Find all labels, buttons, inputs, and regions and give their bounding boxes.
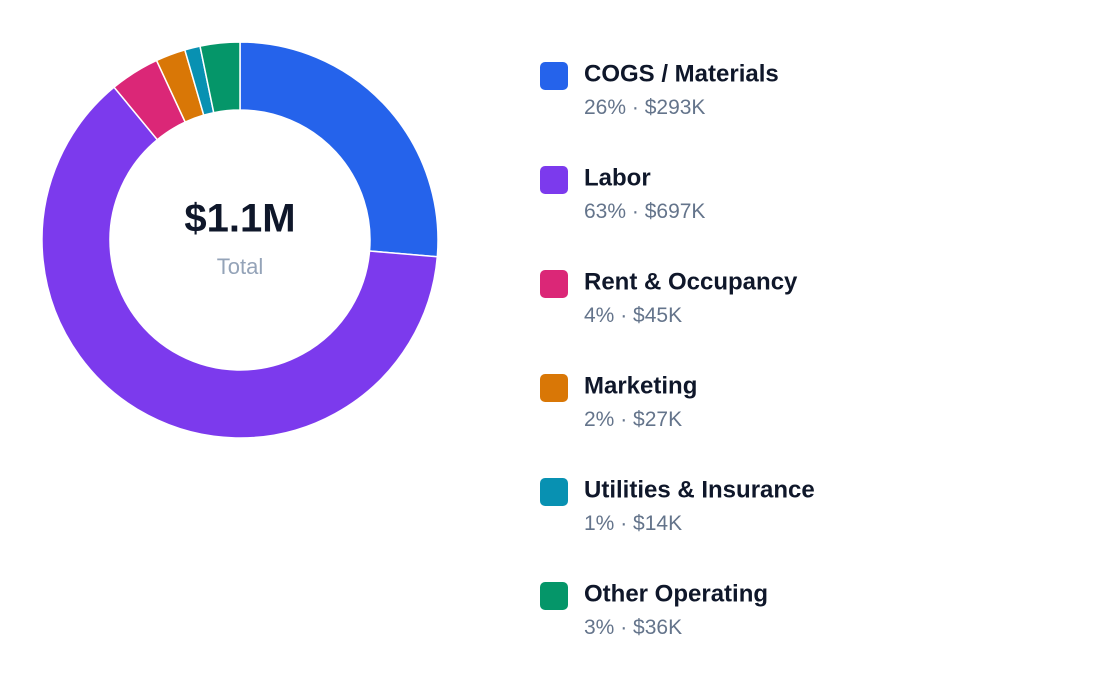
total-caption: Total [217,254,263,279]
separator: · [620,408,627,431]
donut-segment [41,86,439,439]
legend-swatch [540,62,568,90]
separator: · [620,616,627,639]
donut [41,41,439,439]
legend-label: COGS / Materials [584,60,779,87]
donut-segment [199,41,241,114]
legend-label: Utilities & Insurance [584,476,815,503]
legend-item: Rent & Occupancy 4% · $45K [540,268,798,327]
percent: 2% [584,408,614,431]
legend-item: Labor 63% · $697K [540,164,705,223]
legend-detail: 4% · $45K [584,304,682,327]
legend-label: Labor [584,164,651,191]
legend-detail: 1% · $14K [584,512,682,535]
amount: $697K [645,200,706,223]
total-value: $1.1M [184,197,295,241]
percent: 1% [584,512,614,535]
legend: COGS / Materials 26% · $293K Labor 63% · $6… [540,60,815,639]
amount: $14K [633,512,682,535]
percent: 26% [584,96,626,119]
legend-detail: 26% · $293K [584,96,705,119]
amount: $45K [633,304,682,327]
legend-item: Other Operating 3% · $36K [540,580,768,639]
legend-swatch [540,374,568,402]
legend-detail: 2% · $27K [584,408,682,431]
donut-segment [239,41,439,258]
amount: $293K [645,96,706,119]
amount: $27K [633,408,682,431]
legend-item: Marketing 2% · $27K [540,372,697,431]
separator: · [632,96,639,119]
legend-item: COGS / Materials 26% · $293K [540,60,779,119]
legend-swatch [540,582,568,610]
legend-detail: 63% · $697K [584,200,705,223]
percent: 4% [584,304,614,327]
legend-label: Marketing [584,372,697,399]
amount: $36K [633,616,682,639]
percent: 63% [584,200,626,223]
legend-label: Rent & Occupancy [584,268,798,295]
legend-detail: 3% · $36K [584,616,682,639]
legend-swatch [540,166,568,194]
legend-swatch [540,478,568,506]
legend-item: Utilities & Insurance 1% · $14K [540,476,815,535]
legend-swatch [540,270,568,298]
separator: · [632,200,639,223]
legend-label: Other Operating [584,580,768,607]
separator: · [620,512,627,535]
percent: 3% [584,616,614,639]
separator: · [620,304,627,327]
